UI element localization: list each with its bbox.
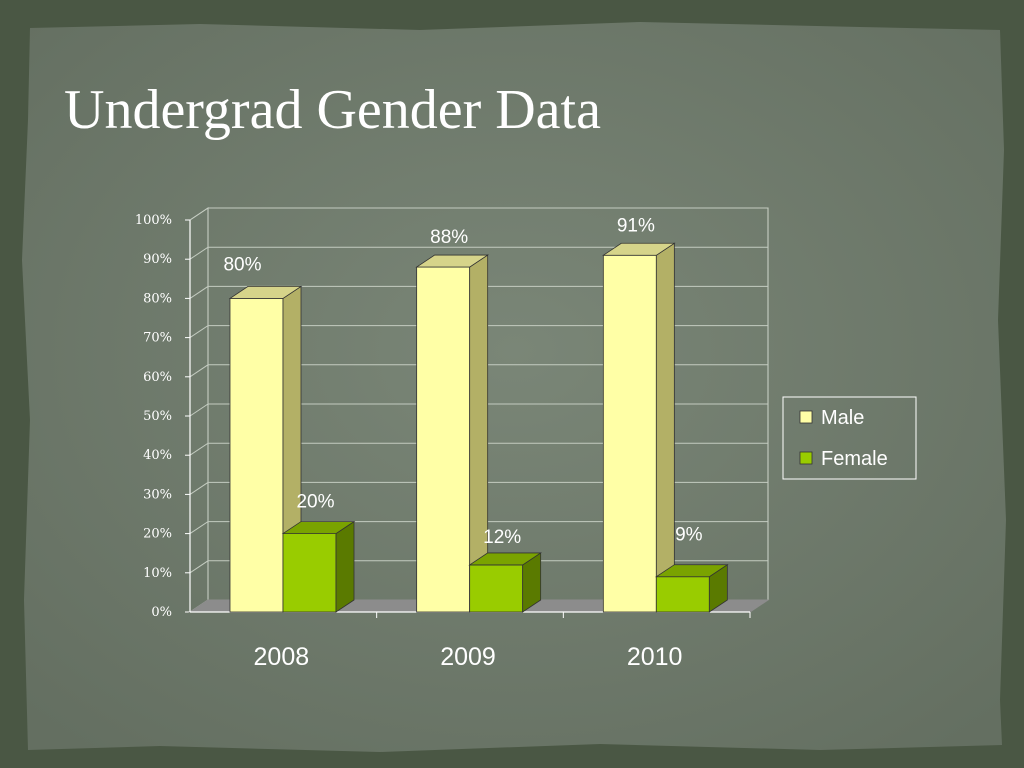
y-tick-label: 50% xyxy=(143,409,172,424)
data-label: 91% xyxy=(617,215,655,236)
y-tick-label: 30% xyxy=(143,487,172,502)
y-tick-label: 20% xyxy=(143,527,172,542)
chart: 0% 10% 20% 30% 40% 50% 60% 70% 80% 90% 100% 80% 20% 2… xyxy=(135,207,917,671)
bar-side-female-2008 xyxy=(335,520,355,613)
legend-swatch-male xyxy=(799,410,813,424)
gridline xyxy=(189,442,768,456)
bar-top-female-2010 xyxy=(655,564,729,578)
bar-top-male-2008 xyxy=(228,286,303,299)
gridline xyxy=(189,521,768,535)
bar-male-2010 xyxy=(602,254,657,613)
data-label: 88% xyxy=(430,227,468,248)
y-tick-label: 100% xyxy=(135,213,172,228)
legend-label-female: Female xyxy=(821,448,888,470)
bar-top-male-2009 xyxy=(415,254,489,268)
legend-label-male: Male xyxy=(821,407,864,429)
data-label: 12% xyxy=(483,527,521,548)
gridline xyxy=(189,325,768,339)
y-tick-label: 60% xyxy=(143,370,172,385)
bar-top-female-2009 xyxy=(468,552,542,566)
y-tick-label: 10% xyxy=(143,566,172,581)
gridline xyxy=(189,285,768,299)
bar-male-2008 xyxy=(229,297,284,613)
y-tick-label: 40% xyxy=(143,448,172,463)
legend-swatch-female xyxy=(799,451,813,465)
data-label: 9% xyxy=(675,525,703,546)
gridline xyxy=(189,403,768,417)
gridline xyxy=(189,560,768,574)
y-tick-label: 70% xyxy=(143,331,172,346)
data-label: 80% xyxy=(223,254,261,275)
y-tick-label: 0% xyxy=(151,605,172,620)
x-tick-label: 2009 xyxy=(440,643,496,671)
bar-side-male-2010 xyxy=(655,242,675,613)
y-tick-label: 80% xyxy=(143,291,172,306)
bar-male-2009 xyxy=(416,266,471,613)
bar-female-2010 xyxy=(655,576,710,613)
gridline xyxy=(189,246,768,260)
bar-top-female-2008 xyxy=(281,521,356,534)
gridline xyxy=(189,364,768,378)
bar-female-2009 xyxy=(469,564,524,613)
slide-title: Undergrad Gender Data xyxy=(64,79,601,141)
data-label: 20% xyxy=(296,492,334,513)
legend-box xyxy=(782,396,917,480)
bar-top-male-2010 xyxy=(602,242,676,256)
bar-female-2008 xyxy=(282,533,337,613)
x-tick-label: 2008 xyxy=(254,643,310,671)
gridline xyxy=(189,207,768,221)
x-tick-label: 2010 xyxy=(627,643,683,671)
gridline xyxy=(189,481,768,495)
y-tick-label: 90% xyxy=(143,252,172,267)
